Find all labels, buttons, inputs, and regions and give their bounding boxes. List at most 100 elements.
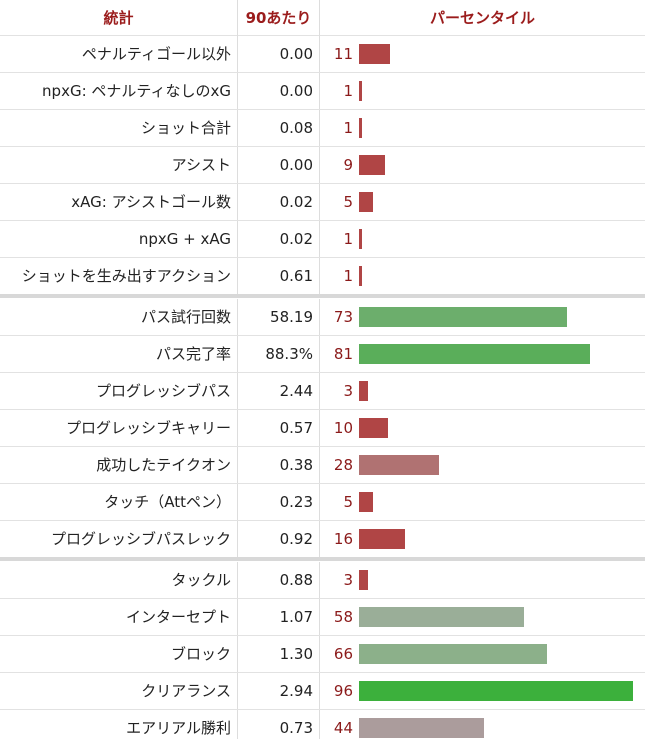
- percentile-bar: [359, 307, 568, 327]
- percentile-cell: 9: [320, 147, 645, 183]
- stat-row: ショットを生み出すアクション 0.61 1: [0, 258, 645, 295]
- per90-value: 1.30: [238, 636, 320, 672]
- percentile-bar: [359, 681, 633, 701]
- percentile-label: 16: [333, 530, 353, 548]
- stat-row: クリアランス 2.94 96: [0, 673, 645, 710]
- per90-value: 0.61: [238, 258, 320, 294]
- header-row: 統計 90あたり パーセンタイル: [0, 0, 645, 36]
- percentile-label: 58: [333, 608, 353, 626]
- stat-name: クリアランス: [0, 673, 238, 709]
- stat-name: タックル: [0, 562, 238, 598]
- per90-value: 0.02: [238, 221, 320, 257]
- stat-name: パス試行回数: [0, 299, 238, 335]
- per90-value: 58.19: [238, 299, 320, 335]
- stat-row: プログレッシブパス 2.44 3: [0, 373, 645, 410]
- per90-value: 0.00: [238, 36, 320, 72]
- percentile-cell: 1: [320, 221, 645, 257]
- per90-value: 1.07: [238, 599, 320, 635]
- stat-row: プログレッシブパスレック 0.92 16: [0, 521, 645, 558]
- per90-value: 88.3%: [238, 336, 320, 372]
- stat-row: npxG: ペナルティなしのxG 0.00 1: [0, 73, 645, 110]
- percentile-cell: 5: [320, 184, 645, 220]
- per90-value: 0.00: [238, 147, 320, 183]
- percentile-bar: [359, 570, 368, 590]
- percentile-label: 44: [333, 719, 353, 737]
- percentile-cell: 11: [320, 36, 645, 72]
- percentile-label: 96: [333, 682, 353, 700]
- percentile-bar: [359, 192, 374, 212]
- percentile-bar: [359, 607, 525, 627]
- per90-value: 2.44: [238, 373, 320, 409]
- per90-value: 0.23: [238, 484, 320, 520]
- percentile-bar: [359, 455, 439, 475]
- percentile-label: 3: [343, 571, 353, 589]
- group-separator: [0, 294, 645, 298]
- percentile-label: 28: [333, 456, 353, 474]
- stat-name: プログレッシブパスレック: [0, 521, 238, 557]
- stat-row: パス完了率 88.3% 81: [0, 336, 645, 373]
- percentile-label: 1: [343, 119, 353, 137]
- stat-name: ショットを生み出すアクション: [0, 258, 238, 294]
- per90-value: 0.38: [238, 447, 320, 483]
- header-cell: 統計: [0, 0, 238, 36]
- stat-row: タッチ（Attペン） 0.23 5: [0, 484, 645, 521]
- percentile-label: 10: [333, 419, 353, 437]
- stat-name: パス完了率: [0, 336, 238, 372]
- percentile-label: 3: [343, 382, 353, 400]
- stat-row: アシスト 0.00 9: [0, 147, 645, 184]
- percentile-cell: 81: [320, 336, 645, 372]
- percentile-label: 9: [343, 156, 353, 174]
- percentile-label: 11: [333, 45, 353, 63]
- percentile-bar: [359, 155, 385, 175]
- percentile-label: 81: [333, 345, 353, 363]
- per90-value: 0.02: [238, 184, 320, 220]
- percentile-cell: 44: [320, 710, 645, 739]
- stat-row: xAG: アシストゴール数 0.02 5: [0, 184, 645, 221]
- percentile-cell: 5: [320, 484, 645, 520]
- percentile-label: 5: [343, 193, 353, 211]
- stat-row: npxG + xAG 0.02 1: [0, 221, 645, 258]
- percentile-cell: 3: [320, 562, 645, 598]
- per90-value: 0.88: [238, 562, 320, 598]
- percentile-cell: 10: [320, 410, 645, 446]
- per90-value: 0.57: [238, 410, 320, 446]
- stat-name: npxG: ペナルティなしのxG: [0, 73, 238, 109]
- percentile-bar: [359, 529, 405, 549]
- per90-value: 0.08: [238, 110, 320, 146]
- stat-row: インターセプト 1.07 58: [0, 599, 645, 636]
- stat-name: タッチ（Attペン）: [0, 484, 238, 520]
- stat-row: プログレッシブキャリー 0.57 10: [0, 410, 645, 447]
- stat-name: プログレッシブパス: [0, 373, 238, 409]
- header-cell: 90あたり: [238, 0, 320, 36]
- percentile-label: 1: [343, 230, 353, 248]
- stat-row: タックル 0.88 3: [0, 562, 645, 599]
- percentile-bar: [359, 492, 374, 512]
- stat-name: npxG + xAG: [0, 221, 238, 257]
- per90-value: 0.00: [238, 73, 320, 109]
- header-cell: パーセンタイル: [429, 9, 535, 27]
- percentile-bar: [359, 81, 362, 101]
- percentile-bar: [359, 718, 485, 738]
- stat-row: エアリアル勝利 0.73 44: [0, 710, 645, 739]
- stat-row: ペナルティゴール以外 0.00 11: [0, 36, 645, 73]
- percentile-bar: [359, 44, 391, 64]
- percentile-bar: [359, 381, 368, 401]
- percentile-label: 73: [333, 308, 353, 326]
- stat-name: ブロック: [0, 636, 238, 672]
- stat-name: エアリアル勝利: [0, 710, 238, 739]
- stat-name: インターセプト: [0, 599, 238, 635]
- percentile-cell: 1: [320, 73, 645, 109]
- percentile-cell: 58: [320, 599, 645, 635]
- percentile-cell: 1: [320, 110, 645, 146]
- stat-row: 成功したテイクオン 0.38 28: [0, 447, 645, 484]
- percentile-cell: 66: [320, 636, 645, 672]
- stat-name: アシスト: [0, 147, 238, 183]
- per90-value: 0.92: [238, 521, 320, 557]
- percentile-cell: 73: [320, 299, 645, 335]
- stat-name: xAG: アシストゴール数: [0, 184, 238, 220]
- stat-row: パス試行回数 58.19 73: [0, 299, 645, 336]
- percentile-cell: 28: [320, 447, 645, 483]
- percentile-cell: 16: [320, 521, 645, 557]
- percentile-label: 1: [343, 82, 353, 100]
